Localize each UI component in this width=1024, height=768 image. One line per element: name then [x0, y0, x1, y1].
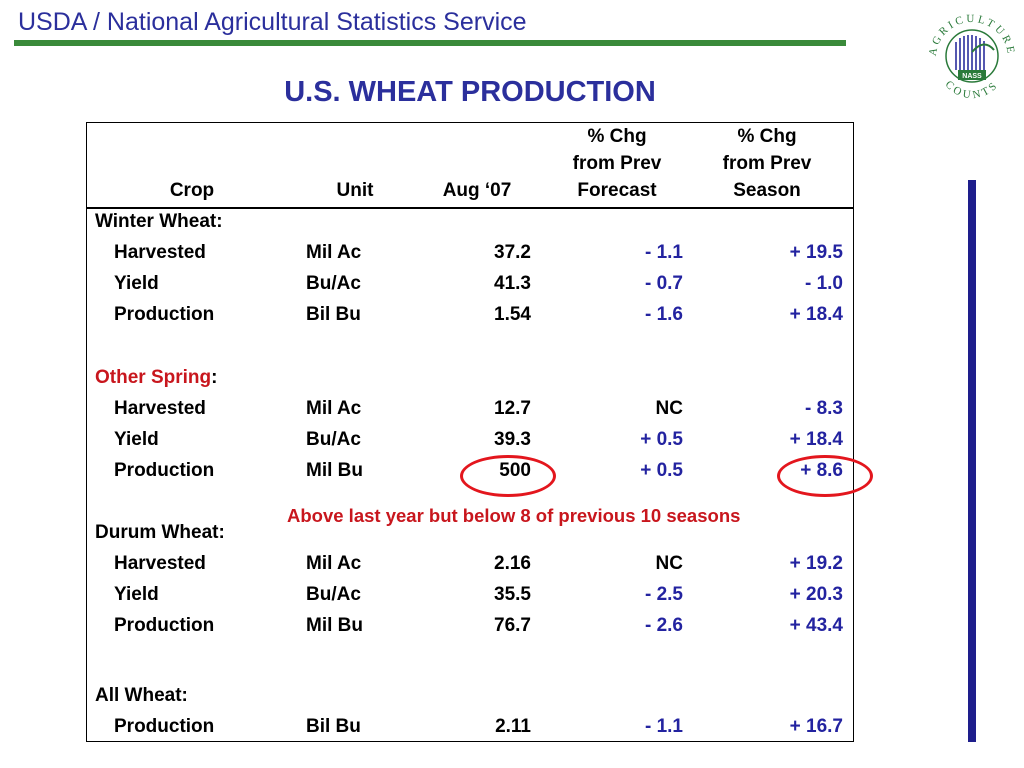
row-aug: 12.7	[494, 398, 531, 419]
col-header-season-line1: % Chg	[737, 126, 797, 147]
side-accent-bar	[968, 180, 976, 742]
highlight-circle-season	[777, 455, 873, 497]
row-chg-forecast: - 2.5	[644, 584, 683, 605]
row-unit: Mil Bu	[306, 460, 363, 481]
row-chg-forecast: + 0.5	[640, 429, 683, 450]
section-label-durum-wheat: Durum Wheat:	[95, 522, 225, 543]
row-aug: 2.16	[494, 553, 531, 574]
col-header-forecast-line2: from Prev	[572, 153, 662, 174]
green-divider	[14, 40, 846, 46]
row-unit: Bil Bu	[306, 304, 361, 325]
row-chg-forecast: - 1.1	[644, 242, 683, 263]
annotation-note: Above last year but below 8 of previous …	[287, 505, 741, 526]
row-aug: 41.3	[494, 273, 531, 294]
col-header-forecast-line1: % Chg	[587, 126, 647, 147]
row-unit: Bu/Ac	[306, 273, 361, 294]
row-item: Production	[114, 460, 215, 481]
row-aug: 2.11	[495, 716, 531, 737]
col-header-aug: Aug ‘07	[442, 180, 512, 201]
row-unit: Bil Bu	[306, 716, 361, 737]
row-aug: 1.54	[494, 304, 531, 325]
row-aug: 35.5	[494, 584, 531, 605]
wheat-table: Crop Unit Aug ‘07 % Chg from Prev Foreca…	[86, 122, 873, 742]
row-chg-forecast: - 0.7	[644, 273, 683, 294]
col-header-crop: Crop	[169, 180, 215, 201]
row-item: Harvested	[114, 553, 206, 574]
row-chg-season: + 43.4	[789, 615, 843, 636]
section-label-all-wheat: All Wheat:	[95, 685, 188, 706]
row-unit: Mil Bu	[306, 615, 363, 636]
row-item: Production	[114, 615, 215, 636]
row-item: Production	[114, 304, 215, 325]
row-chg-forecast: + 0.5	[640, 460, 683, 481]
row-item: Harvested	[114, 398, 206, 419]
row-chg-season: + 18.4	[789, 429, 843, 450]
row-unit: Mil Ac	[306, 553, 362, 574]
row-aug: 76.7	[494, 615, 531, 636]
svg-text:NASS: NASS	[962, 73, 982, 80]
row-item: Yield	[114, 429, 159, 450]
row-chg-forecast: NC	[655, 398, 683, 419]
row-item: Harvested	[114, 242, 206, 263]
col-header-season-line3: Season	[733, 180, 801, 201]
row-chg-season: - 1.0	[804, 273, 843, 294]
org-name: USDA / National Agricultural Statistics …	[18, 8, 527, 36]
header-divider	[87, 207, 853, 209]
col-header-forecast-line3: Forecast	[577, 180, 657, 201]
row-unit: Bu/Ac	[306, 584, 361, 605]
section-label-other-spring: Other Spring:	[95, 366, 217, 389]
row-aug: 37.2	[494, 242, 531, 263]
row-chg-season: + 18.4	[789, 304, 843, 325]
row-chg-forecast: NC	[655, 553, 683, 574]
highlight-circle-aug	[460, 455, 556, 497]
row-unit: Mil Ac	[306, 242, 362, 263]
row-chg-forecast: - 1.1	[644, 716, 683, 737]
row-chg-forecast: - 2.6	[644, 615, 683, 636]
col-header-season-line2: from Prev	[722, 153, 812, 174]
row-chg-forecast: - 1.6	[644, 304, 683, 325]
row-chg-season: + 19.5	[789, 242, 843, 263]
row-chg-season: + 19.2	[789, 553, 843, 574]
row-chg-season: + 20.3	[789, 584, 843, 605]
row-chg-season: + 16.7	[789, 716, 843, 737]
row-unit: Mil Ac	[306, 398, 362, 419]
row-item: Yield	[114, 273, 159, 294]
row-item: Production	[114, 716, 215, 737]
section-label-winter-wheat: Winter Wheat:	[95, 211, 223, 232]
row-item: Yield	[114, 584, 159, 605]
row-unit: Bu/Ac	[306, 429, 361, 450]
row-chg-season: - 8.3	[804, 398, 843, 419]
nass-logo: NASS AGRICULTURE COUNTS	[927, 13, 1014, 101]
row-aug: 39.3	[494, 429, 531, 450]
page-title: U.S. WHEAT PRODUCTION	[284, 76, 656, 108]
section-label-red: Other Spring	[95, 367, 212, 388]
col-header-unit: Unit	[336, 180, 374, 201]
section-label-colon: :	[211, 367, 218, 388]
